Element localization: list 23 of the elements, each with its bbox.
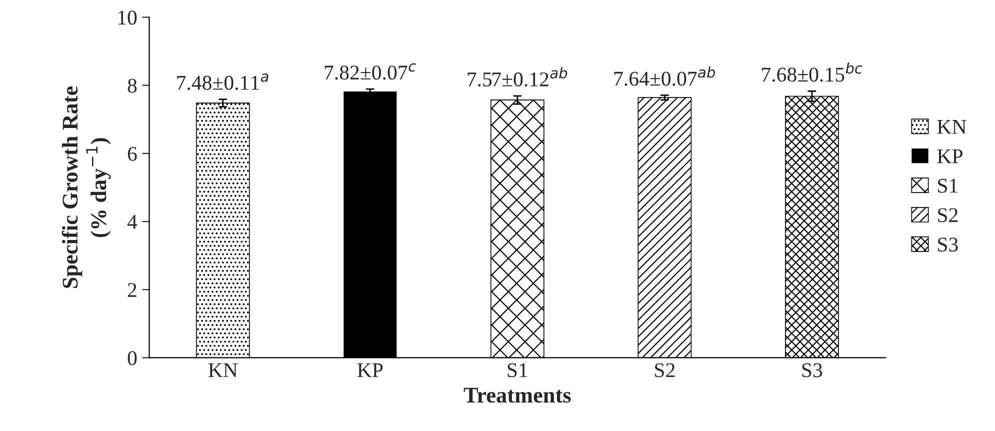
y-axis-title: Specific Growth Rate (% day$^{−1}$) [62, 86, 111, 288]
legend-label: S3 [938, 238, 958, 252]
data-label: 7.48±0.11$^{a}$ [177, 74, 268, 90]
y-tick-label: 6 [128, 146, 137, 161]
data-label: 7.64±0.07$^{ab}$ [614, 66, 716, 86]
data-label: 7.68±0.15$^{bc}$ [762, 62, 862, 82]
legend-label: KN [937, 120, 966, 134]
y-tick-label: 4 [127, 215, 138, 229]
data-label: 7.82±0.07$^{c}$ [324, 63, 416, 80]
x-tick-label: S3 [802, 363, 822, 378]
x-tick-label: KP [357, 363, 383, 378]
legend-label: S2 [938, 208, 958, 222]
x-tick-label: S1 [508, 363, 528, 378]
y-tick-label: 8 [128, 78, 137, 93]
y-tick-label: 0 [128, 351, 137, 366]
data-label: 7.57±0.12$^{ab}$ [468, 67, 568, 87]
legend-label: S1 [938, 178, 958, 193]
x-tick-label: S2 [655, 363, 675, 378]
legend-label: KP [937, 149, 962, 164]
x-axis-title: Treatments [464, 388, 571, 403]
y-tick-label: 10 [118, 10, 137, 25]
y-tick-label: 2 [128, 283, 136, 297]
x-tick-label: KN [208, 363, 238, 378]
